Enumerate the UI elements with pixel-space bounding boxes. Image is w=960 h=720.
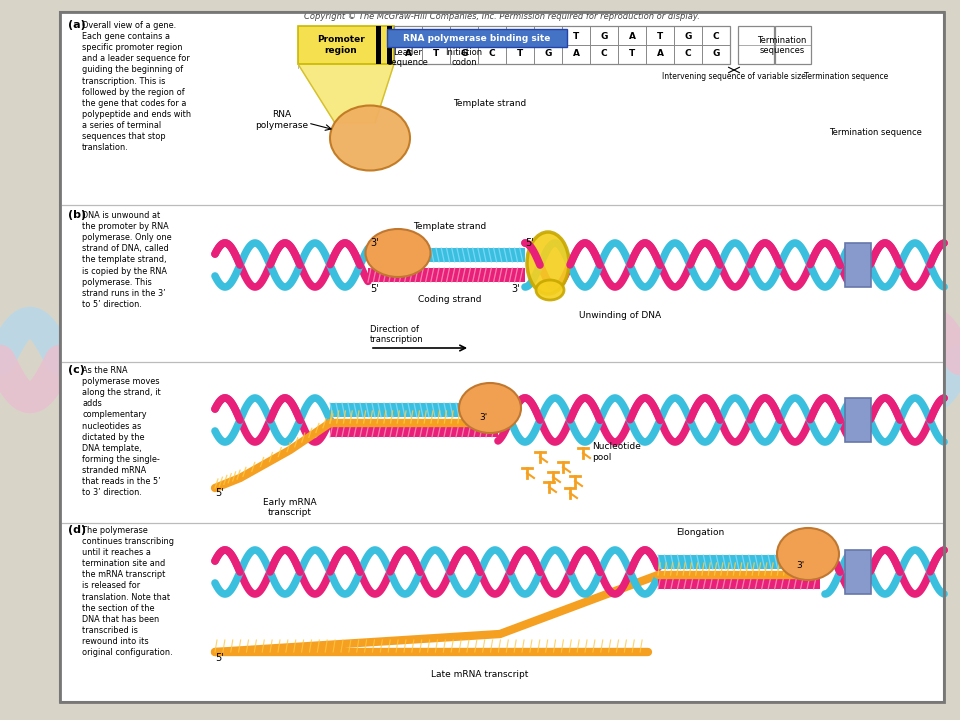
Text: As the RNA
polymerase moves
along the strand, it
adds
complementary
nucleotides : As the RNA polymerase moves along the st… — [82, 366, 160, 497]
Text: G: G — [684, 32, 692, 41]
Text: 5': 5' — [370, 284, 379, 294]
Text: Leader
sequence: Leader sequence — [388, 48, 428, 68]
Text: C: C — [684, 49, 691, 58]
Text: A: A — [516, 32, 523, 41]
Text: Elongation: Elongation — [676, 528, 724, 537]
Text: C: C — [461, 32, 468, 41]
Text: RNA
polymerase: RNA polymerase — [255, 110, 308, 130]
Text: Overall view of a gene.
Each gene contains a
specific promoter region
and a lead: Overall view of a gene. Each gene contai… — [82, 21, 191, 152]
FancyBboxPatch shape — [60, 12, 944, 702]
Text: Template strand: Template strand — [453, 99, 527, 108]
Text: (b): (b) — [68, 210, 86, 220]
Text: 3': 3' — [370, 238, 378, 248]
Text: Template strand: Template strand — [414, 222, 487, 231]
FancyBboxPatch shape — [394, 26, 730, 64]
Text: 3': 3' — [512, 284, 520, 294]
Ellipse shape — [366, 229, 430, 277]
Polygon shape — [298, 64, 394, 123]
Text: A: A — [433, 32, 440, 41]
FancyBboxPatch shape — [658, 555, 820, 569]
Text: Direction of
transcription: Direction of transcription — [370, 325, 423, 344]
Text: A: A — [404, 49, 412, 58]
FancyBboxPatch shape — [738, 26, 774, 64]
Text: G: G — [544, 49, 552, 58]
Text: Late mRNA transcript: Late mRNA transcript — [431, 670, 529, 679]
Ellipse shape — [527, 232, 569, 294]
Text: T: T — [516, 49, 523, 58]
FancyBboxPatch shape — [298, 26, 394, 64]
Text: C: C — [601, 49, 608, 58]
FancyBboxPatch shape — [845, 398, 871, 442]
Text: Initiation
codon: Initiation codon — [445, 48, 483, 68]
FancyBboxPatch shape — [330, 423, 498, 437]
FancyBboxPatch shape — [845, 550, 871, 594]
Ellipse shape — [459, 383, 521, 433]
Text: C: C — [489, 49, 495, 58]
Text: 3': 3' — [796, 562, 804, 570]
Text: A: A — [629, 32, 636, 41]
Text: (a): (a) — [68, 20, 85, 30]
Bar — [387, 26, 392, 64]
Text: Intervening sequence of variable size: Intervening sequence of variable size — [662, 72, 806, 81]
Text: C: C — [712, 32, 719, 41]
Text: DNA is unwound at
the promoter by RNA
polymerase. Only one
strand of DNA, called: DNA is unwound at the promoter by RNA po… — [82, 211, 172, 309]
Text: A: A — [657, 49, 663, 58]
Text: Nucleotide
pool: Nucleotide pool — [592, 442, 641, 462]
Text: Unwinding of DNA: Unwinding of DNA — [579, 311, 661, 320]
Text: T: T — [657, 32, 663, 41]
Text: Termination sequence: Termination sequence — [828, 127, 922, 137]
Ellipse shape — [777, 528, 839, 580]
Text: (c): (c) — [68, 365, 84, 375]
Text: T: T — [629, 49, 636, 58]
FancyBboxPatch shape — [387, 29, 567, 47]
Text: T: T — [433, 49, 439, 58]
Text: A: A — [572, 49, 580, 58]
FancyBboxPatch shape — [368, 248, 525, 262]
Ellipse shape — [536, 280, 564, 300]
Text: G: G — [712, 49, 720, 58]
Text: Termination
sequences: Termination sequences — [757, 36, 806, 55]
Text: 5': 5' — [215, 653, 224, 663]
Text: C: C — [544, 32, 551, 41]
Text: Promoter
region: Promoter region — [317, 35, 365, 55]
FancyBboxPatch shape — [845, 243, 871, 287]
Text: (d): (d) — [68, 525, 86, 535]
Text: RNA polymerase binding site: RNA polymerase binding site — [403, 34, 551, 42]
FancyBboxPatch shape — [330, 403, 498, 417]
Text: Coding strand: Coding strand — [419, 295, 482, 304]
Text: Termination sequence: Termination sequence — [804, 72, 888, 81]
Text: Early mRNA
transcript: Early mRNA transcript — [263, 498, 317, 518]
Text: G: G — [600, 32, 608, 41]
FancyBboxPatch shape — [368, 268, 525, 282]
Bar — [376, 26, 381, 64]
Text: G: G — [489, 32, 495, 41]
Ellipse shape — [330, 106, 410, 171]
Text: T: T — [573, 32, 579, 41]
Text: 3': 3' — [479, 413, 487, 421]
FancyBboxPatch shape — [775, 26, 811, 64]
Text: 5': 5' — [215, 488, 224, 498]
Text: Copyright © The McGraw-Hill Companies, Inc. Permission required for reproduction: Copyright © The McGraw-Hill Companies, I… — [304, 12, 700, 21]
Text: The polymerase
continues transcribing
until it reaches a
termination site and
th: The polymerase continues transcribing un… — [82, 526, 174, 657]
FancyBboxPatch shape — [658, 575, 820, 589]
Text: T: T — [405, 32, 411, 41]
Text: G: G — [460, 49, 468, 58]
Text: 5': 5' — [525, 238, 534, 248]
